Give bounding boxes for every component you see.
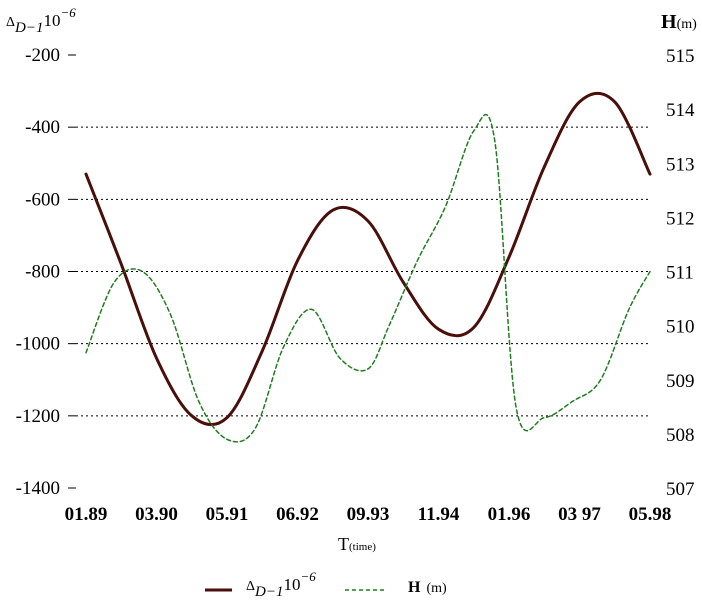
right-tick-label: 512 <box>666 208 695 229</box>
right-tick-label: 515 <box>666 46 695 67</box>
left-tick-label: -1400 <box>16 478 60 499</box>
left-tick-label: -200 <box>25 45 60 66</box>
x-tick-label: 03 97 <box>558 504 601 525</box>
right-tick-label: 509 <box>666 371 695 392</box>
x-tick-label: 05.91 <box>206 504 249 525</box>
grid-lines <box>76 126 650 417</box>
right-tick-label: 508 <box>666 425 695 446</box>
left-axis-label: ΔD−110−6 <box>6 5 76 36</box>
x-tick-label: 11.94 <box>418 504 460 525</box>
x-tick-label: 01.96 <box>488 504 531 525</box>
right-tick-label: 514 <box>666 100 695 121</box>
x-axis-ticks: 01.89 03.90 05.91 06.92 09.93 11.94 01.96 03 97… <box>65 504 672 525</box>
right-tick-label: 513 <box>666 154 695 175</box>
series-lines <box>84 91 652 443</box>
right-tick-label: 507 <box>666 479 695 500</box>
x-tick-label: 09.93 <box>347 504 390 525</box>
left-tick-label: -1200 <box>16 406 60 427</box>
x-tick-label: 06.92 <box>276 504 319 525</box>
right-axis-label: H(m) <box>661 11 697 33</box>
x-axis-label: T(time) <box>338 534 376 554</box>
right-tick-label: 511 <box>666 263 694 284</box>
legend: ΔD−110−6 H (m) <box>205 569 447 600</box>
legend-label-delta: ΔD−110−6 <box>246 569 316 600</box>
left-tick-label: -800 <box>25 262 60 283</box>
legend-label-h: H (m) <box>408 579 447 596</box>
x-tick-label: 05.98 <box>629 504 672 525</box>
left-tick-label: -600 <box>25 189 60 210</box>
x-tick-label: 01.89 <box>65 504 108 525</box>
left-tick-label: -1000 <box>16 334 60 355</box>
series-line-delta <box>84 91 652 427</box>
x-tick-label: 03.90 <box>135 504 178 525</box>
series-line-h <box>85 114 651 443</box>
left-axis-ticks: -200 -400 -600 -800 -1000 -1200 -1400 <box>16 45 76 499</box>
right-tick-label: 510 <box>666 317 695 338</box>
left-tick-label: -400 <box>25 117 60 138</box>
right-axis-ticks: 515 514 513 512 511 510 509 508 507 <box>666 46 695 500</box>
